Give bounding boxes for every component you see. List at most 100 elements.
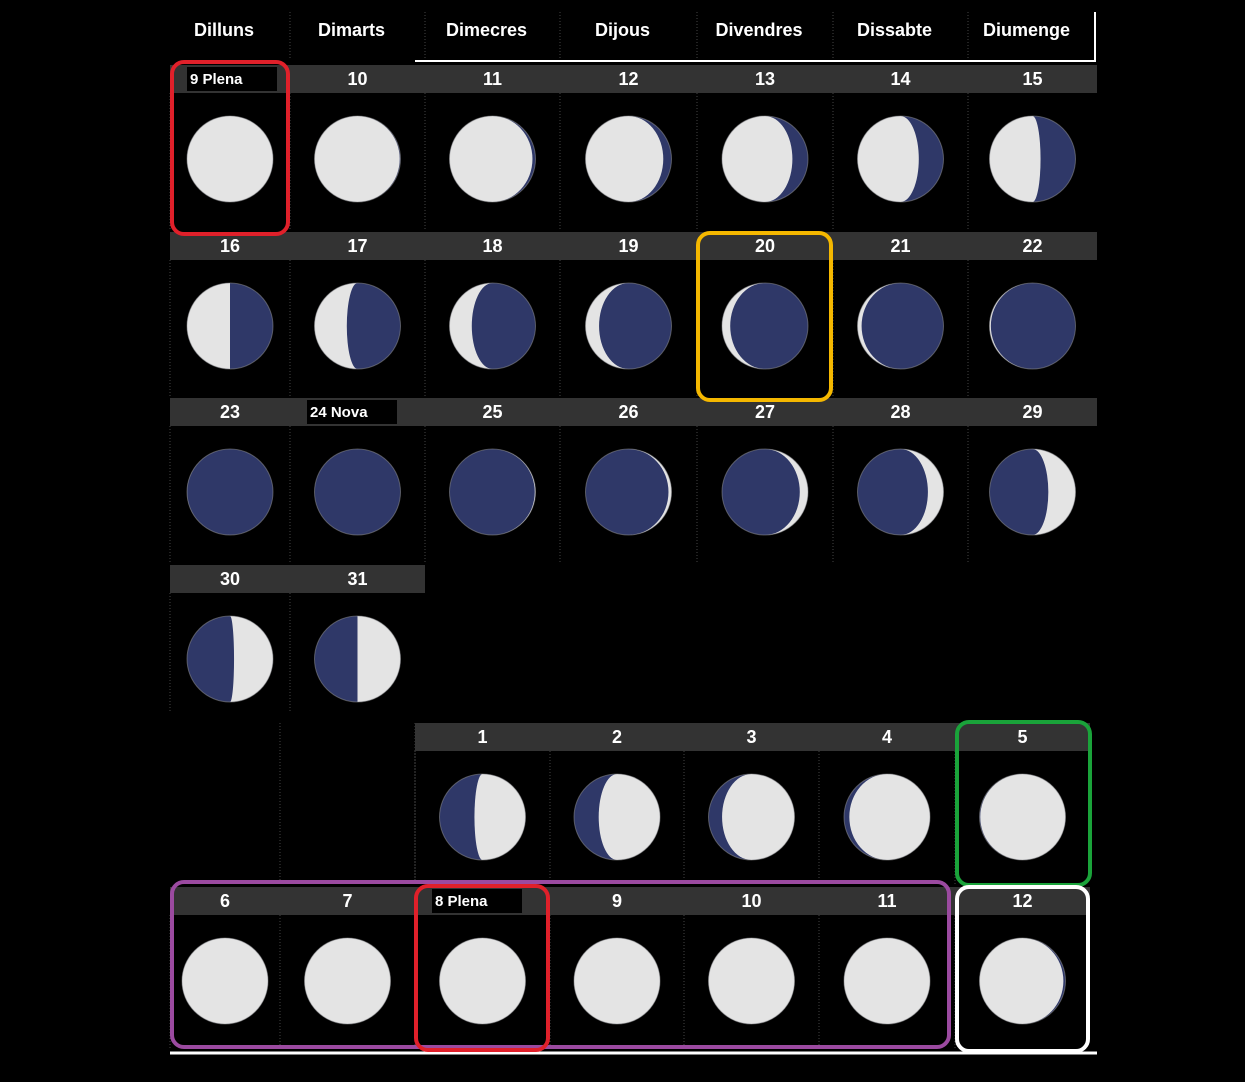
moon-lit xyxy=(357,616,401,702)
moon xyxy=(721,115,809,203)
moon xyxy=(181,937,269,1025)
day-label: 26 xyxy=(618,402,638,422)
moon xyxy=(186,448,274,536)
day-label: 4 xyxy=(882,727,892,747)
moon-shade xyxy=(989,115,1076,203)
day-label: 12 xyxy=(618,69,638,89)
moon xyxy=(304,937,391,1025)
moon-lit xyxy=(979,938,1064,1024)
moon-shade xyxy=(857,115,944,203)
moon xyxy=(979,773,1066,861)
moon-shade xyxy=(721,115,809,203)
day-bar xyxy=(425,398,560,426)
moon-shade xyxy=(186,448,274,536)
moon-disk xyxy=(314,449,401,535)
day-label: 27 xyxy=(755,402,775,422)
moon xyxy=(843,937,931,1025)
moon-disk xyxy=(989,283,1076,369)
moon-disk xyxy=(187,449,273,535)
day-bar xyxy=(170,565,290,593)
day-bar xyxy=(290,565,425,593)
day-bar xyxy=(697,232,833,260)
moon-lit xyxy=(765,449,808,535)
day-bar xyxy=(425,65,560,93)
moon xyxy=(314,115,401,203)
day-bar xyxy=(697,65,833,93)
day-bar xyxy=(560,65,697,93)
moon-shade xyxy=(585,115,672,203)
moon-shade xyxy=(439,937,526,1025)
moon xyxy=(721,448,809,536)
day-label: 3 xyxy=(746,727,756,747)
moon-lit xyxy=(449,116,533,202)
moon xyxy=(186,115,274,203)
day-label: 9 xyxy=(612,891,622,911)
weekday-header: Diumenge xyxy=(983,20,1070,40)
day-bar xyxy=(560,232,697,260)
day-label: 29 xyxy=(1022,402,1042,422)
moon-shade xyxy=(979,773,1066,861)
moon-disk xyxy=(585,283,672,369)
day-label: 22 xyxy=(1022,236,1042,256)
day-bar xyxy=(550,723,684,751)
moon-lit xyxy=(314,283,358,369)
moon-lit xyxy=(439,938,526,1024)
highlight-box xyxy=(170,880,951,1049)
moon-disk xyxy=(857,449,944,535)
moon-shade xyxy=(449,115,536,203)
moon xyxy=(585,282,672,370)
day-label: 10 xyxy=(741,891,761,911)
moon-shade xyxy=(186,115,274,203)
day-label: 30 xyxy=(220,569,240,589)
day-bar xyxy=(833,398,968,426)
moon-shade xyxy=(721,282,809,370)
moon xyxy=(314,448,401,536)
moon-shade xyxy=(843,937,931,1025)
day-bar xyxy=(833,65,968,93)
moon xyxy=(186,282,274,370)
moon-shade xyxy=(989,448,1076,536)
day-bar xyxy=(968,65,1097,93)
moon-lit xyxy=(722,116,793,202)
moon-lit xyxy=(1032,449,1076,535)
moon-lit xyxy=(304,938,391,1024)
moon-lit xyxy=(722,774,795,860)
highlight-box xyxy=(955,885,1090,1053)
day-label: 11 xyxy=(483,69,502,89)
moon-lit xyxy=(474,774,526,860)
moon-shade xyxy=(573,773,661,861)
day-bar xyxy=(955,723,1090,751)
day-label: 31 xyxy=(347,569,367,589)
moon xyxy=(843,773,931,861)
moon-lit xyxy=(585,283,629,369)
day-label: 17 xyxy=(347,236,367,256)
moon-lit xyxy=(844,938,930,1024)
moon xyxy=(449,448,536,536)
moon-shade xyxy=(708,773,795,861)
day-label: 14 xyxy=(890,69,910,89)
weekday-header: Divendres xyxy=(715,20,802,40)
moon-lit xyxy=(230,616,273,702)
moon-shade xyxy=(181,937,269,1025)
moon-shade xyxy=(449,282,536,370)
day-bar xyxy=(290,65,425,93)
moon xyxy=(439,937,526,1025)
day-bar xyxy=(170,398,290,426)
moon-lit xyxy=(314,116,400,202)
moon xyxy=(314,282,401,370)
moon-shade xyxy=(573,937,661,1025)
moon-lit xyxy=(598,774,660,860)
moon xyxy=(989,448,1076,536)
moon-shade xyxy=(708,937,795,1025)
moon-lit xyxy=(182,938,268,1024)
moon-lit xyxy=(187,116,273,202)
day-label: 12 xyxy=(1012,891,1032,911)
moon-lit xyxy=(574,938,660,1024)
label-box xyxy=(187,67,277,91)
moon-shade xyxy=(979,937,1066,1025)
day-bar xyxy=(560,398,697,426)
day-label: 6 xyxy=(220,891,230,911)
day-bar xyxy=(819,887,955,915)
day-label: 19 xyxy=(618,236,638,256)
